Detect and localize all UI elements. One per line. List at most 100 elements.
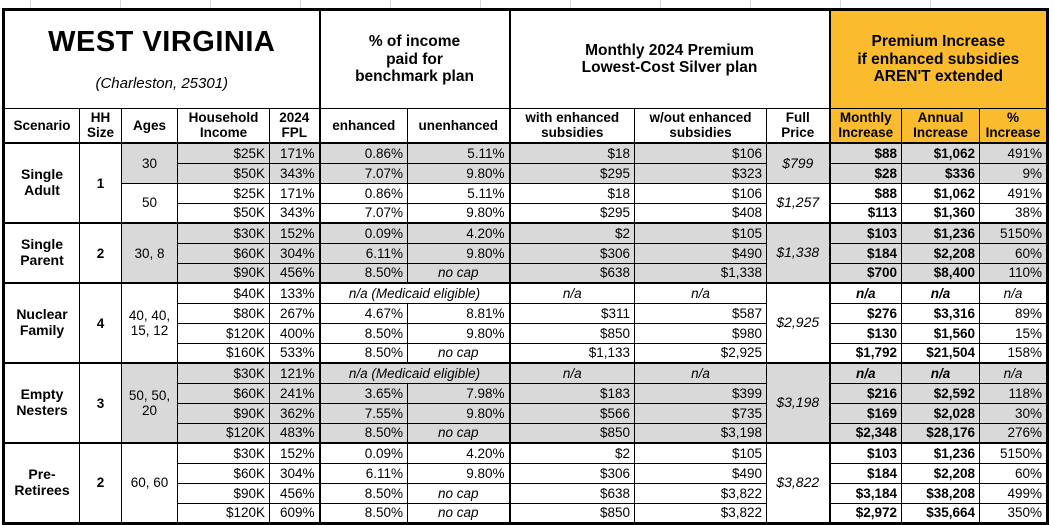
cell-fpl: 152%	[269, 222, 320, 244]
cell-pct-increase: 491%	[979, 142, 1049, 164]
cell-fpl: 400%	[269, 322, 320, 344]
table-row: $60K 241% 3.65% 7.98% $183 $399 $216 $2,592 118%	[4, 382, 1049, 404]
table-row: Single Adult 1 30 $25K 171% 0.86% 5.11% $18 $106…	[3, 142, 1049, 224]
cell-full-price: $799	[765, 142, 831, 184]
col-header-household-income: Household Income	[177, 107, 270, 144]
cell-unenhanced-pct: 9.80%	[407, 162, 510, 184]
cell-wout-subsidies: $408	[634, 202, 767, 224]
cell-unenhanced-pct: 4.20%	[407, 222, 510, 244]
cell-ages: 30, 8	[121, 222, 178, 284]
cell-annual-increase: $21,504	[901, 342, 981, 364]
cell-monthly-increase: $169	[828, 402, 903, 424]
table-row: $80K 267% 4.67% 8.81% $311 $587 $276 $3,316 89%	[4, 302, 1049, 324]
cell-household-income: $90K	[177, 402, 270, 424]
cell-household-income: $30K	[177, 442, 270, 464]
cell-fpl: 133%	[269, 282, 320, 304]
cell-with-subsidies: $1,133	[508, 342, 635, 364]
cell-monthly-increase: $88	[828, 182, 903, 204]
cell-annual-increase: $1,360	[901, 202, 981, 224]
table-row: Single Parent 2 30, 8 $30K 152% 0.09% 4.20% $2 $…	[3, 222, 1049, 284]
cell-wout-subsidies: $490	[634, 242, 767, 264]
cell-wout-subsidies: n/a	[634, 282, 767, 304]
cell-wout-subsidies: $105	[634, 442, 767, 464]
cell-fpl: 456%	[269, 482, 320, 504]
cell-unenhanced-pct: 9.80%	[407, 202, 510, 224]
cell-monthly-increase: n/a	[828, 362, 903, 384]
cell-full-price: $3,198	[765, 362, 831, 444]
cell-unenhanced-pct: 8.81%	[407, 302, 510, 324]
cell-hh-size: 2	[79, 222, 122, 284]
cell-with-subsidies: $2	[508, 442, 635, 464]
col-header-annual-increase: Annual Increase	[901, 107, 981, 144]
cell-monthly-increase: $184	[828, 462, 903, 484]
cell-with-subsidies: $566	[508, 402, 635, 424]
group-header-premium: Monthly 2024 Premium Lowest-Cost Silver …	[508, 9, 831, 109]
cell-full-price: $1,257	[765, 182, 831, 224]
cell-with-subsidies: $18	[508, 182, 635, 204]
cell-hh-size: 2	[79, 442, 122, 524]
cell-with-subsidies: $638	[508, 482, 635, 504]
cell-unenhanced-pct: 4.20%	[407, 442, 510, 464]
region-subtitle: (Charleston, 25301)	[95, 74, 229, 92]
cell-pct-increase: 276%	[979, 422, 1049, 444]
cell-unenhanced-pct: 5.11%	[407, 182, 510, 204]
cell-ages: 50, 50, 20	[121, 362, 178, 444]
cell-pct-increase: 350%	[979, 502, 1049, 524]
cell-enhanced-pct: 7.07%	[318, 202, 408, 224]
cell-fpl: 267%	[269, 302, 320, 324]
cell-wout-subsidies: $735	[634, 402, 767, 424]
cell-ages: 50	[121, 182, 178, 224]
cell-unenhanced-pct: 9.80%	[407, 462, 510, 484]
cell-with-subsidies: $850	[508, 322, 635, 344]
cell-annual-increase: $336	[901, 162, 981, 184]
cell-wout-subsidies: $587	[634, 302, 767, 324]
cell-wout-subsidies: $980	[634, 322, 767, 344]
cell-enhanced-pct: 0.09%	[318, 222, 408, 244]
cell-with-subsidies: $2	[508, 222, 635, 244]
cell-with-subsidies: $306	[508, 462, 635, 484]
cell-with-subsidies: n/a	[508, 362, 635, 384]
cell-pct-increase: 491%	[979, 182, 1049, 204]
cell-pct-increase: 118%	[979, 382, 1049, 404]
cell-annual-increase: $28,176	[901, 422, 981, 444]
cell-unenhanced-pct: no cap	[407, 422, 510, 444]
cell-monthly-increase: $1,792	[828, 342, 903, 364]
cell-household-income: $60K	[177, 462, 270, 484]
cell-enhanced-pct: 4.67%	[318, 302, 408, 324]
cell-ages: 40, 40, 15, 12	[121, 282, 178, 364]
cell-monthly-increase: $103	[828, 442, 903, 464]
cell-unenhanced-pct: 9.80%	[407, 322, 510, 344]
cell-pct-increase: 60%	[979, 242, 1049, 264]
cell-pct-increase: n/a	[979, 362, 1049, 384]
cell-pct-increase: n/a	[979, 282, 1049, 304]
cell-monthly-increase: $216	[828, 382, 903, 404]
cell-enhanced-pct: 0.86%	[318, 142, 408, 164]
cell-fpl: 456%	[269, 262, 320, 284]
cell-fpl: 304%	[269, 462, 320, 484]
cell-pct-increase: 38%	[979, 202, 1049, 224]
cell-fpl: 152%	[269, 442, 320, 464]
cell-annual-increase: $1,236	[901, 222, 981, 244]
cell-monthly-increase: $184	[828, 242, 903, 264]
cell-fpl: 171%	[269, 142, 320, 164]
cell-enhanced-pct: 7.07%	[318, 162, 408, 184]
cell-wout-subsidies: $323	[634, 162, 767, 184]
cell-wout-subsidies: $2,925	[634, 342, 767, 364]
cell-scenario: Nuclear Family	[3, 282, 80, 364]
cell-monthly-increase: n/a	[828, 282, 903, 304]
cell-annual-increase: $8,400	[901, 262, 981, 284]
cell-wout-subsidies: $3,198	[634, 422, 767, 444]
cell-fpl: 121%	[269, 362, 320, 384]
col-header-pct-increase: % Increase	[979, 107, 1049, 144]
region-title: WEST VIRGINIA	[48, 26, 276, 59]
cell-pct-increase: 158%	[979, 342, 1049, 364]
table-row: $60K 304% 6.11% 9.80% $306 $490 $184 $2,208 60%	[4, 242, 1049, 264]
group-header-increase: Premium Increase if enhanced subsidies A…	[828, 9, 1049, 109]
cell-annual-increase: n/a	[901, 282, 981, 304]
cell-monthly-increase: $88	[828, 142, 903, 164]
cell-enhanced-pct: 6.11%	[318, 242, 408, 264]
cell-wout-subsidies: $490	[634, 462, 767, 484]
cell-monthly-increase: $130	[828, 322, 903, 344]
cell-pct-increase: 499%	[979, 482, 1049, 504]
table-row: Pre-Retirees 2 60, 60 $30K 152% 0.09% 4.20% $2 $…	[3, 442, 1049, 524]
